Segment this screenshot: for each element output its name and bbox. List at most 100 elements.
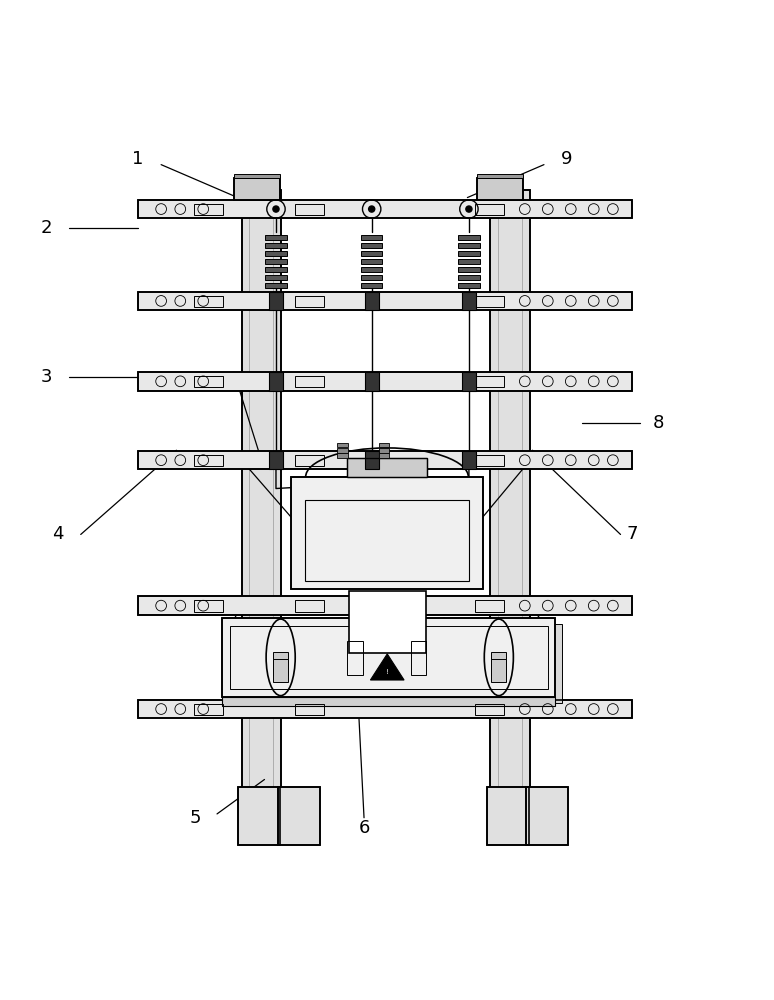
- Bar: [222, 618, 556, 697]
- Bar: [295, 376, 324, 387]
- Bar: [138, 700, 632, 718]
- Bar: [291, 477, 483, 589]
- Bar: [295, 455, 324, 466]
- Bar: [278, 787, 320, 845]
- Bar: [348, 458, 426, 477]
- Bar: [265, 259, 286, 264]
- Bar: [458, 259, 480, 264]
- Text: !: !: [385, 669, 389, 675]
- Bar: [295, 600, 324, 612]
- Bar: [138, 451, 632, 469]
- Bar: [138, 200, 632, 218]
- Bar: [138, 596, 632, 615]
- Bar: [475, 455, 504, 466]
- Bar: [273, 652, 289, 675]
- Bar: [234, 178, 280, 200]
- Bar: [265, 275, 286, 280]
- Bar: [265, 267, 286, 272]
- Bar: [222, 618, 556, 697]
- Bar: [194, 600, 223, 612]
- Text: 4: 4: [52, 525, 63, 543]
- Bar: [487, 787, 529, 845]
- Bar: [265, 283, 286, 288]
- Bar: [491, 659, 506, 682]
- Bar: [138, 372, 632, 391]
- Bar: [348, 641, 362, 675]
- Polygon shape: [371, 654, 404, 680]
- Text: 3: 3: [40, 368, 52, 386]
- Bar: [475, 376, 504, 387]
- Bar: [378, 443, 389, 447]
- Bar: [291, 477, 483, 589]
- Text: 1: 1: [132, 150, 144, 168]
- Bar: [361, 251, 382, 256]
- Bar: [491, 652, 506, 675]
- Bar: [234, 174, 280, 178]
- Bar: [138, 451, 632, 469]
- Bar: [361, 267, 382, 272]
- Bar: [295, 296, 324, 307]
- Bar: [361, 283, 382, 288]
- Bar: [462, 372, 476, 391]
- Bar: [458, 267, 480, 272]
- Bar: [361, 275, 382, 280]
- Bar: [295, 704, 324, 715]
- Bar: [265, 251, 286, 256]
- Bar: [458, 243, 480, 248]
- Bar: [361, 235, 382, 240]
- Bar: [478, 178, 523, 200]
- Bar: [337, 448, 348, 453]
- Bar: [526, 787, 568, 845]
- Bar: [478, 174, 523, 178]
- Bar: [138, 292, 632, 310]
- Bar: [410, 641, 426, 675]
- Bar: [348, 458, 426, 477]
- Bar: [234, 178, 280, 200]
- Bar: [138, 372, 632, 391]
- Bar: [458, 283, 480, 288]
- Bar: [462, 292, 476, 310]
- Bar: [361, 243, 382, 248]
- Bar: [269, 451, 283, 469]
- Bar: [475, 204, 504, 215]
- Bar: [378, 448, 389, 453]
- Bar: [265, 235, 286, 240]
- Bar: [475, 704, 504, 715]
- Bar: [194, 455, 223, 466]
- Bar: [194, 204, 223, 215]
- Bar: [265, 243, 286, 248]
- Bar: [349, 591, 426, 653]
- Bar: [241, 190, 281, 795]
- Bar: [241, 190, 281, 795]
- Bar: [478, 178, 523, 200]
- Bar: [337, 443, 348, 447]
- Bar: [138, 292, 632, 310]
- Bar: [138, 596, 632, 615]
- Bar: [138, 700, 632, 718]
- Bar: [230, 626, 548, 689]
- Bar: [194, 704, 223, 715]
- Bar: [222, 697, 556, 706]
- Bar: [475, 296, 504, 307]
- Bar: [458, 275, 480, 280]
- Bar: [365, 451, 378, 469]
- Bar: [238, 787, 280, 845]
- Circle shape: [368, 206, 375, 212]
- Bar: [361, 259, 382, 264]
- Bar: [491, 190, 530, 795]
- Bar: [295, 204, 324, 215]
- Bar: [365, 372, 378, 391]
- Bar: [458, 251, 480, 256]
- Text: 7: 7: [626, 525, 638, 543]
- Bar: [194, 376, 223, 387]
- Bar: [238, 787, 280, 845]
- Bar: [526, 787, 568, 845]
- Bar: [278, 787, 320, 845]
- Bar: [305, 500, 469, 581]
- Circle shape: [273, 206, 279, 212]
- Bar: [138, 200, 632, 218]
- Bar: [337, 453, 348, 458]
- Text: 8: 8: [653, 414, 665, 432]
- Text: 5: 5: [190, 809, 201, 827]
- Bar: [462, 451, 476, 469]
